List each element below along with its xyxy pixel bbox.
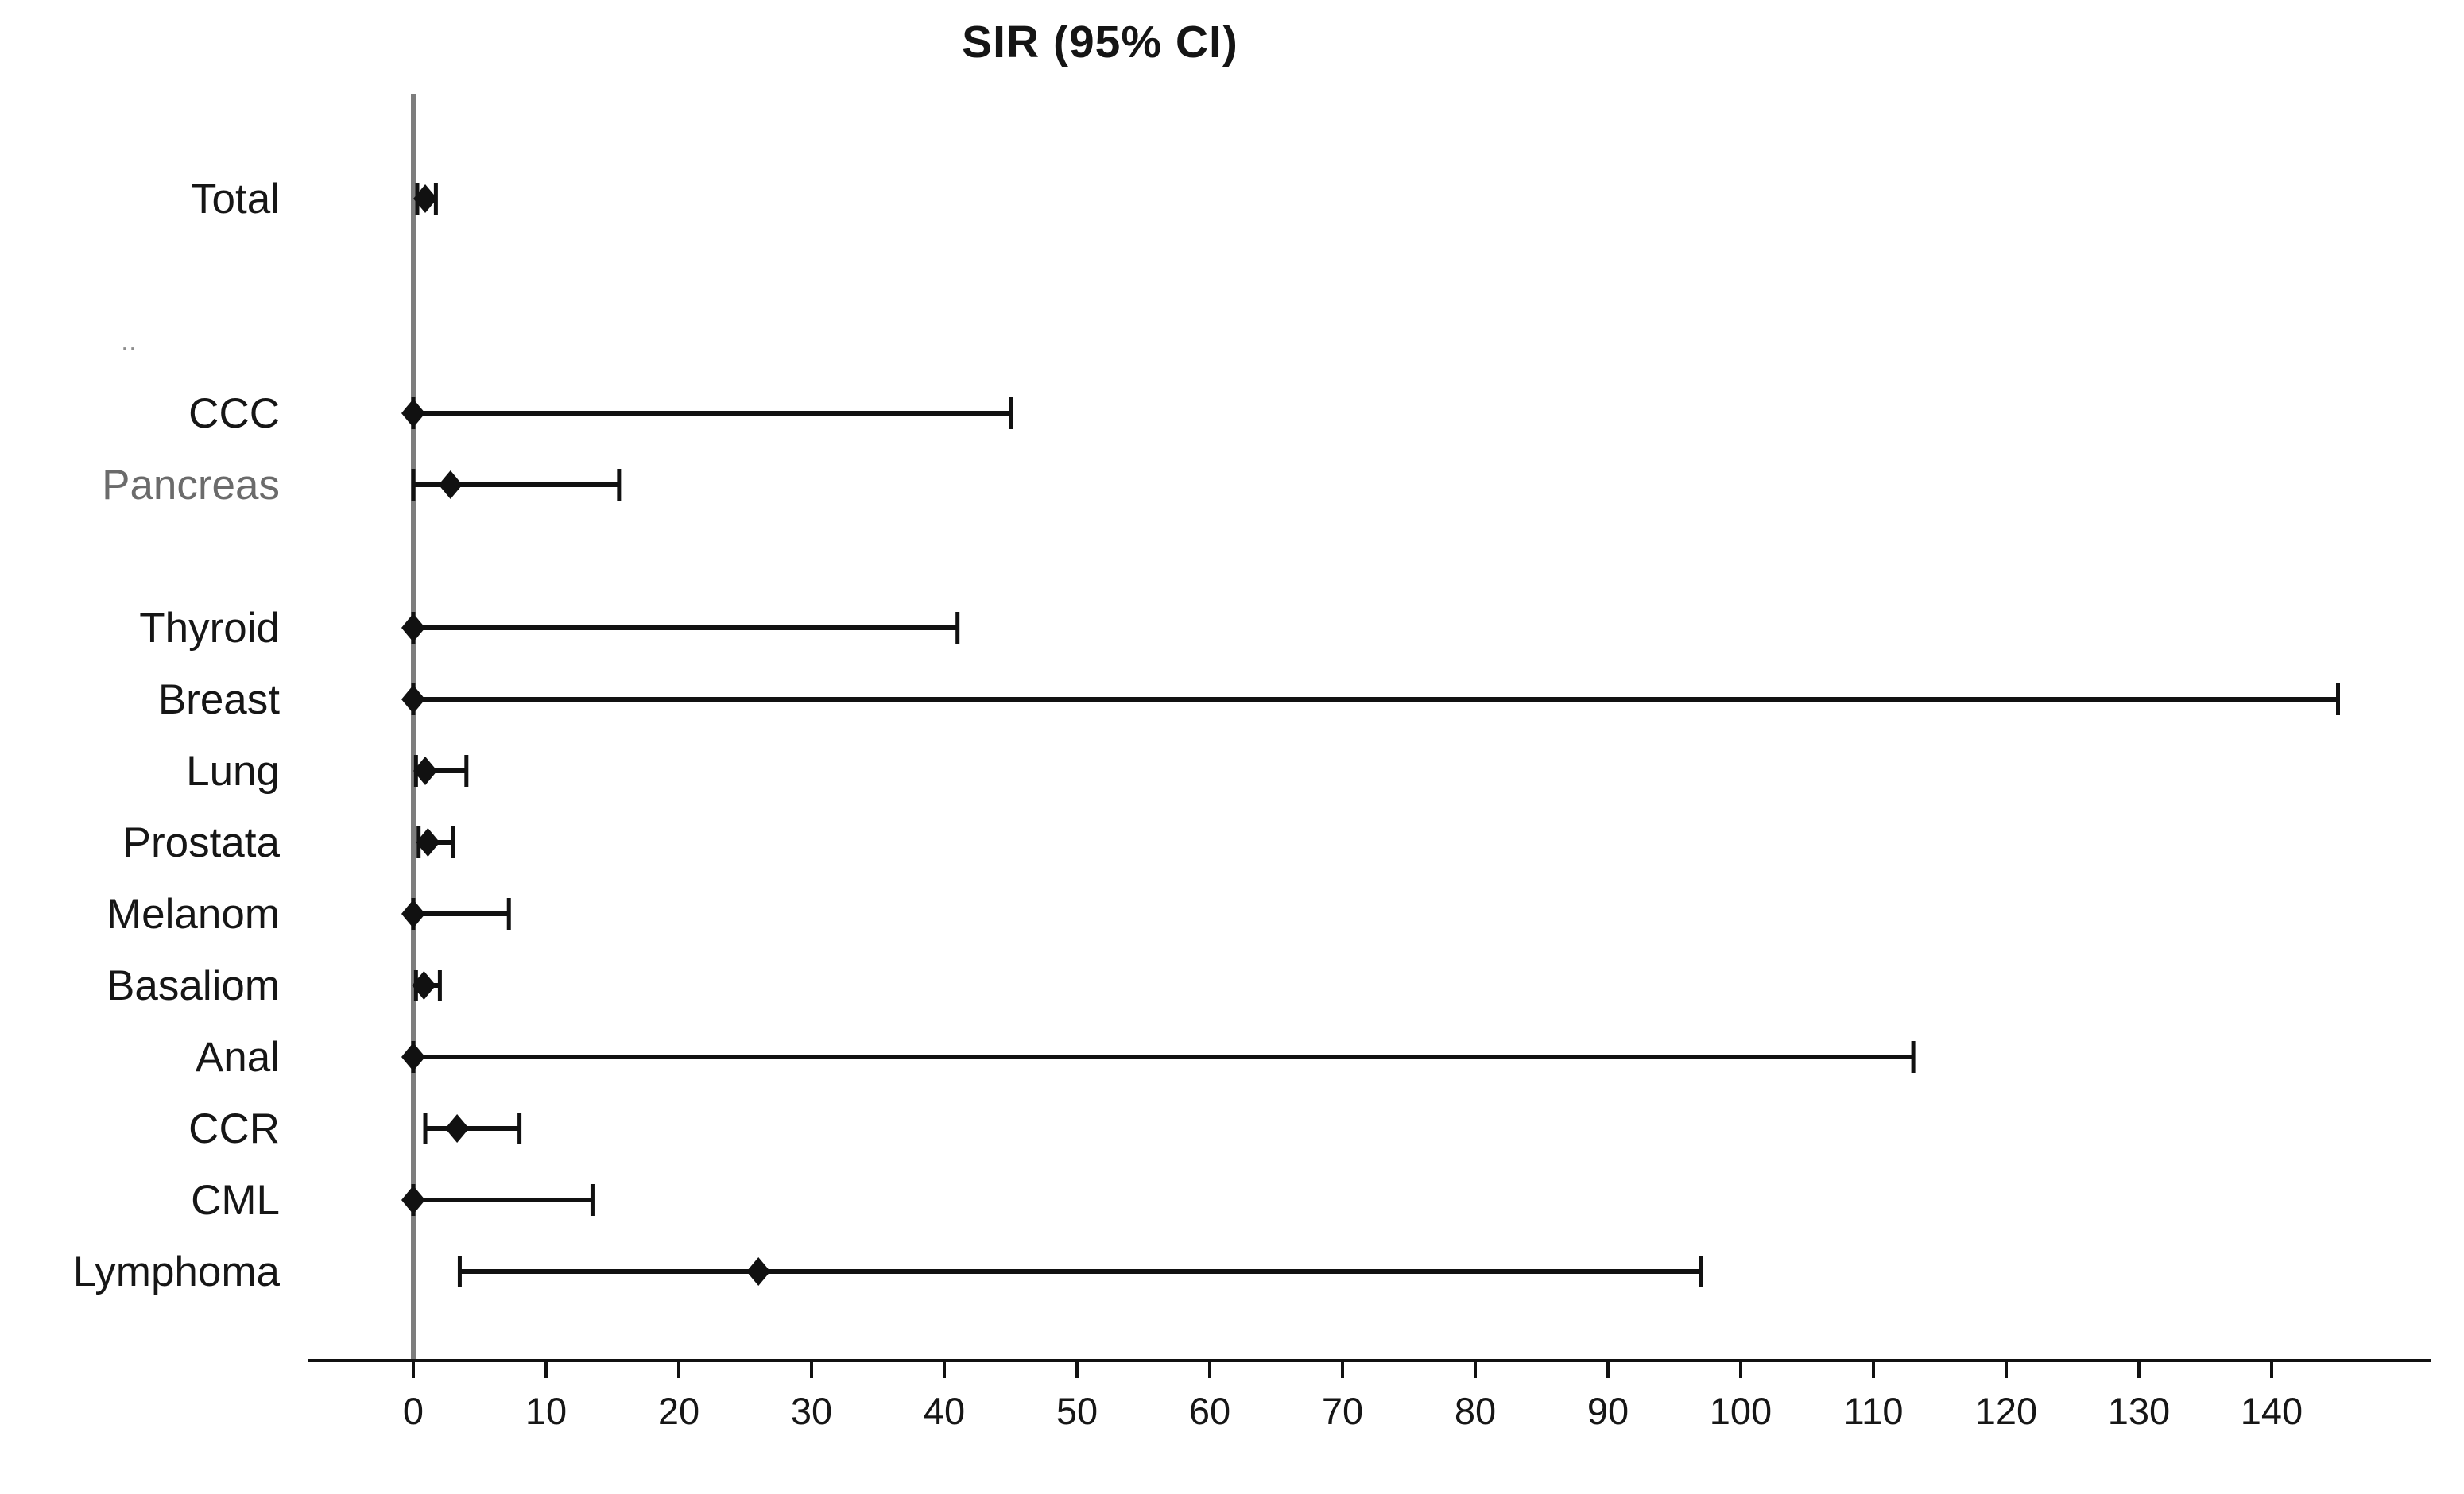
- row-label: CML: [191, 1177, 280, 1224]
- x-tick-label: 10: [525, 1390, 567, 1432]
- x-tick-label: 120: [1975, 1390, 2037, 1432]
- row-label: CCC: [188, 390, 280, 437]
- x-tick-label: 140: [2241, 1390, 2303, 1432]
- x-tick-label: 70: [1322, 1390, 1363, 1432]
- row-label: Anal: [196, 1034, 280, 1081]
- chart-title: SIR (95% CI): [962, 17, 1238, 68]
- row-label: Melanom: [107, 891, 280, 938]
- x-tick-label: 60: [1189, 1390, 1230, 1432]
- sir-marker: [401, 1043, 425, 1071]
- row-label: Pancreas: [102, 462, 280, 509]
- x-tick-label: 100: [1710, 1390, 1772, 1432]
- x-tick-label: 110: [1844, 1390, 1904, 1432]
- x-tick-label: 40: [924, 1390, 965, 1432]
- sir-marker: [416, 828, 440, 857]
- x-tick-label: 90: [1587, 1390, 1629, 1432]
- sir-marker: [413, 757, 438, 785]
- stray-mark: ..: [121, 324, 138, 357]
- row-label: Basaliom: [107, 962, 280, 1009]
- sir-marker: [401, 613, 425, 642]
- sir-marker: [401, 900, 425, 928]
- sir-marker: [401, 1186, 425, 1214]
- sir-marker: [401, 685, 425, 714]
- x-tick-label: 30: [791, 1390, 832, 1432]
- x-tick-label: 0: [403, 1390, 424, 1432]
- sir-marker: [401, 399, 425, 428]
- x-tick-label: 20: [658, 1390, 699, 1432]
- x-tick-label: 50: [1056, 1390, 1098, 1432]
- x-tick-label: 130: [2108, 1390, 2170, 1432]
- x-tick-label: 80: [1455, 1390, 1496, 1432]
- row-label: Total: [191, 176, 280, 223]
- row-label: Breast: [158, 676, 280, 723]
- row-label: Lymphoma: [73, 1248, 281, 1295]
- sir-marker: [445, 1114, 470, 1143]
- row-label: CCR: [188, 1105, 280, 1152]
- sir-marker: [413, 184, 438, 213]
- sir-marker: [438, 470, 463, 499]
- row-label: Lung: [186, 748, 280, 795]
- sir-marker: [412, 971, 436, 1000]
- sir-marker: [746, 1257, 771, 1286]
- row-label: Prostata: [123, 819, 281, 866]
- row-label: Thyroid: [139, 605, 280, 652]
